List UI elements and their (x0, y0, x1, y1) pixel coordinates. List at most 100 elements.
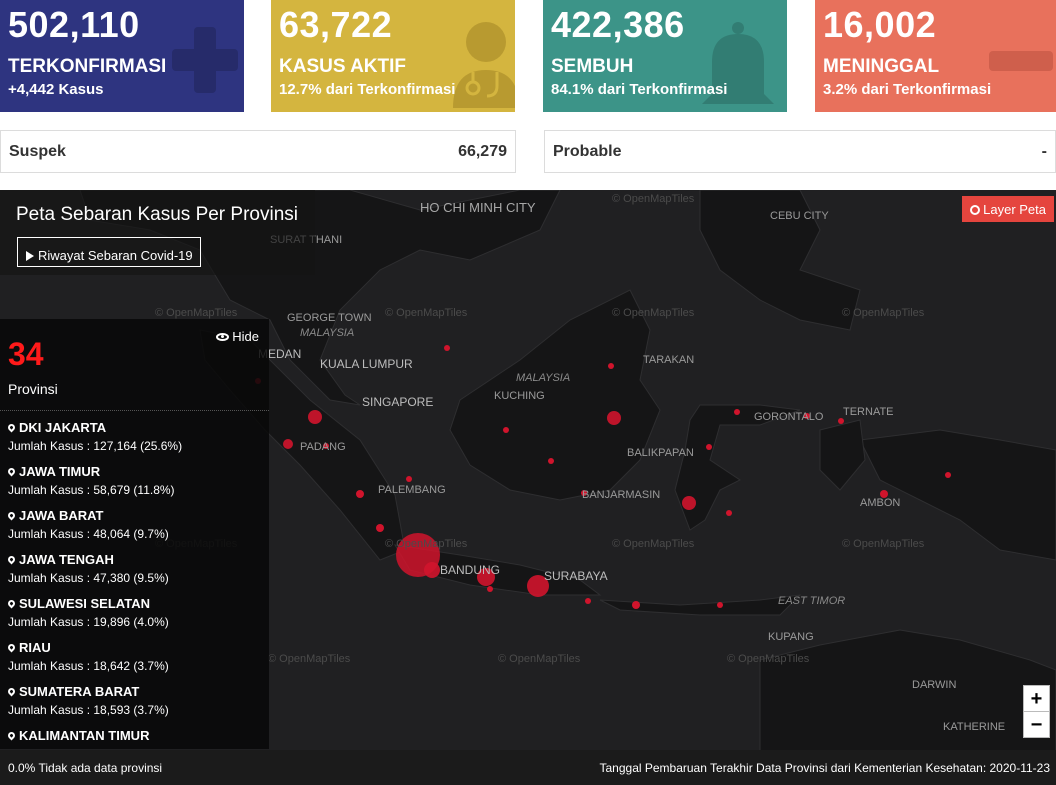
deaths-sub: 3.2% dari Terkonfirmasi (823, 81, 992, 98)
covid-map[interactable]: HO CHI MINH CITY CEBU CITY SURAT THANI G… (0, 190, 1056, 785)
deaths-number: 16,002 (823, 4, 937, 45)
probable-label: Probable (553, 143, 622, 160)
osm-attribution: © OpenMapTiles (385, 538, 468, 550)
province-name: JAWA TENGAH (19, 552, 114, 567)
update-date: Tanggal Pembaruan Terakhir Data Provinsi… (599, 761, 1051, 775)
map-label-gorontalo: GORONTALO (754, 411, 824, 423)
map-label-palembang: PALEMBANG (378, 484, 446, 496)
map-label-kl: KUALA LUMPUR (320, 357, 413, 371)
province-cases: Jumlah Kasus : 19,896 (4.0%) (8, 615, 169, 629)
map-pin-icon (6, 554, 17, 565)
osm-attribution: © OpenMapTiles (268, 653, 351, 665)
osm-attribution: © OpenMapTiles (498, 653, 581, 665)
map-label-katherine: KATHERINE (943, 721, 1006, 733)
suspek-label: Suspek (9, 143, 66, 160)
hide-button[interactable]: Hide (216, 329, 259, 344)
map-pin-icon (6, 422, 17, 433)
map-pin-icon (6, 642, 17, 653)
province-name: SULAWESI SELATAN (19, 596, 150, 611)
history-button[interactable]: Riwayat Sebaran Covid-19 (17, 237, 201, 267)
osm-attribution: © OpenMapTiles (612, 538, 695, 550)
province-name: JAWA BARAT (19, 508, 104, 523)
card-confirmed: 502,110 TERKONFIRMASI +4,442 Kasus (0, 0, 244, 112)
map-label-singapore: SINGAPORE (362, 395, 434, 409)
province-cases: Jumlah Kasus : 48,064 (9.7%) (8, 527, 169, 541)
bell-icon (702, 22, 774, 104)
recovered-number: 422,386 (551, 4, 685, 45)
map-label-tarakan: TARAKAN (643, 354, 695, 366)
active-number: 63,722 (279, 4, 393, 45)
list-item[interactable]: JAWA TIMUR Jumlah Kasus : 58,679 (11.8%) (6, 463, 266, 507)
list-item[interactable]: SUMATERA BARAT Jumlah Kasus : 18,593 (3.… (6, 683, 266, 727)
confirmed-label: TERKONFIRMASI (8, 56, 167, 77)
map-label-cebu: CEBU CITY (770, 210, 829, 222)
map-title: Peta Sebaran Kasus Per Provinsi (16, 204, 298, 225)
no-data-legend: 0.0% Tidak ada data provinsi (8, 761, 163, 775)
layers-icon (970, 205, 981, 215)
map-label-hcm: HO CHI MINH CITY (420, 200, 536, 215)
province-name: SUMATERA BARAT (19, 684, 140, 699)
province-panel: Hide 34 Provinsi DKI JAKARTA Jumlah Kasu… (0, 319, 269, 749)
osm-attribution: © OpenMapTiles (612, 193, 695, 205)
province-label: Provinsi (8, 381, 58, 397)
suspek-box: Suspek 66,279 (0, 130, 516, 173)
list-item[interactable]: JAWA TENGAH Jumlah Kasus : 47,380 (9.5%) (6, 551, 266, 595)
province-name: KALIMANTAN TIMUR (19, 728, 150, 743)
probable-box: Probable - (544, 130, 1056, 173)
layer-button[interactable]: Layer Peta (962, 196, 1054, 222)
province-cases: Jumlah Kasus : 18,642 (3.7%) (8, 659, 169, 673)
plus-icon (172, 27, 238, 93)
map-label-george: GEORGE TOWN (287, 312, 372, 324)
osm-attribution: © OpenMapTiles (612, 307, 695, 319)
map-pin-icon (6, 510, 17, 521)
province-cases: Jumlah Kasus : 47,380 (9.5%) (8, 571, 169, 585)
province-name: DKI JAKARTA (19, 420, 107, 435)
list-item[interactable]: DKI JAKARTA Jumlah Kasus : 127,164 (25.6… (6, 419, 266, 463)
list-item[interactable]: SULAWESI SELATAN Jumlah Kasus : 19,896 (… (6, 595, 266, 639)
panel-divider (0, 410, 269, 411)
card-recovered: 422,386 SEMBUH 84.1% dari Terkonfirmasi (543, 0, 787, 112)
map-label-surabaya: SURABAYA (544, 569, 608, 583)
province-count: 34 (8, 336, 44, 372)
history-button-label: Riwayat Sebaran Covid-19 (38, 247, 193, 263)
active-label: KASUS AKTIF (279, 56, 407, 77)
map-label-east-timor: EAST TIMOR (778, 595, 846, 607)
zoom-in-button[interactable]: + (1023, 685, 1050, 712)
map-pin-icon (6, 730, 17, 741)
map-label-kuching: KUCHING (494, 390, 545, 402)
probable-value: - (1041, 143, 1047, 160)
confirmed-sub: +4,442 Kasus (8, 81, 104, 98)
osm-attribution: © OpenMapTiles (727, 653, 810, 665)
card-active: 63,722 KASUS AKTIF 12.7% dari Terkonfirm… (271, 0, 515, 112)
map-label-banjarmasin: BANJARMASIN (582, 489, 661, 501)
map-pin-icon (6, 686, 17, 697)
active-sub: 12.7% dari Terkonfirmasi (279, 81, 456, 98)
play-icon (26, 250, 34, 261)
province-name: RIAU (19, 640, 51, 655)
layer-button-label: Layer Peta (983, 202, 1046, 217)
list-item[interactable]: RIAU Jumlah Kasus : 18,642 (3.7%) (6, 639, 266, 683)
map-label-ambon: AMBON (860, 497, 901, 509)
hide-label: Hide (232, 329, 259, 344)
osm-attribution: © OpenMapTiles (842, 307, 925, 319)
map-footer: 0.0% Tidak ada data provinsi Tanggal Pem… (0, 750, 1056, 785)
province-list: DKI JAKARTA Jumlah Kasus : 127,164 (25.6… (6, 419, 266, 749)
eye-icon (216, 333, 230, 341)
deaths-label: MENINGGAL (823, 56, 940, 77)
list-item[interactable]: KALIMANTAN TIMUR (6, 727, 266, 749)
list-item[interactable]: JAWA BARAT Jumlah Kasus : 48,064 (9.7%) (6, 507, 266, 551)
map-label-padang: PADANG (300, 441, 346, 453)
suspek-value: 66,279 (458, 143, 507, 160)
card-deaths: 16,002 MENINGGAL 3.2% dari Terkonfirmasi (815, 0, 1056, 112)
province-cases: Jumlah Kasus : 18,593 (3.7%) (8, 703, 169, 717)
minus-icon (989, 51, 1053, 71)
recovered-sub: 84.1% dari Terkonfirmasi (551, 81, 728, 98)
zoom-out-button[interactable]: − (1023, 711, 1050, 738)
province-cases: Jumlah Kasus : 127,164 (25.6%) (8, 439, 183, 453)
map-title-panel: Peta Sebaran Kasus Per Provinsi Riwayat … (0, 190, 315, 275)
confirmed-number: 502,110 (8, 4, 140, 45)
osm-attribution: © OpenMapTiles (385, 307, 468, 319)
map-label-malaysia-e: MALAYSIA (516, 372, 571, 384)
doctor-icon (453, 22, 515, 108)
osm-attribution: © OpenMapTiles (155, 307, 238, 319)
